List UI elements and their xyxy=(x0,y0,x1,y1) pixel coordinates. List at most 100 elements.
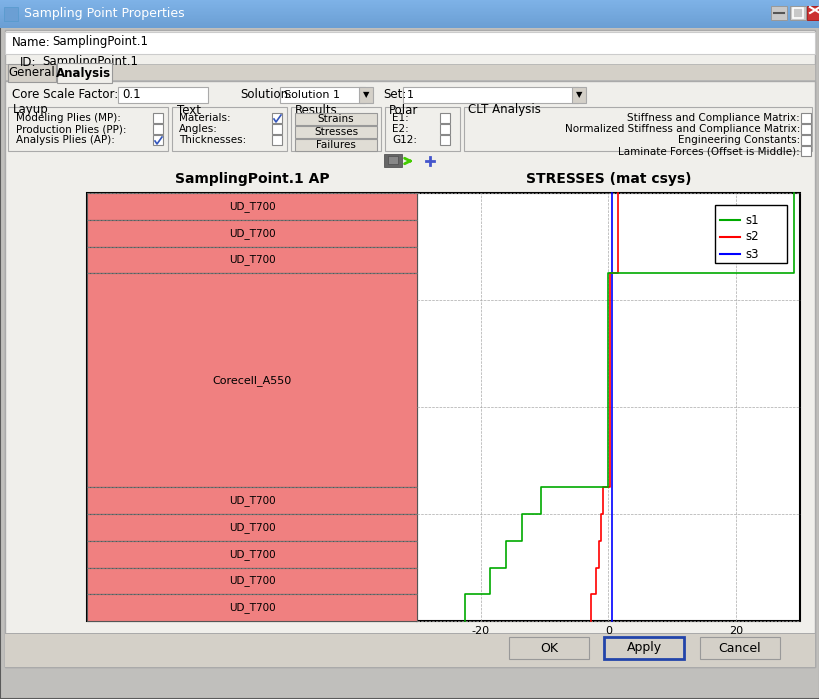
Bar xyxy=(87,193,417,219)
Text: Strains: Strains xyxy=(317,114,354,124)
Bar xyxy=(172,107,287,151)
Bar xyxy=(272,124,282,134)
Text: E1:: E1: xyxy=(391,113,408,123)
Bar xyxy=(87,541,417,568)
Bar xyxy=(153,135,163,145)
Bar xyxy=(0,11,819,12)
Bar xyxy=(699,637,779,659)
Bar xyxy=(0,2,819,3)
Bar xyxy=(440,113,450,123)
Bar xyxy=(295,139,377,151)
Text: Cancel: Cancel xyxy=(717,642,760,654)
Bar xyxy=(800,113,810,123)
Bar xyxy=(0,14,819,15)
Bar xyxy=(800,135,810,145)
Bar xyxy=(509,637,588,659)
Text: SamplingPoint.1: SamplingPoint.1 xyxy=(52,36,147,48)
Bar xyxy=(0,1,819,2)
Bar xyxy=(385,107,459,151)
Bar xyxy=(359,87,373,103)
Text: Modeling Plies (MP):: Modeling Plies (MP): xyxy=(16,113,120,123)
Text: CLT Analysis: CLT Analysis xyxy=(468,103,541,117)
Text: G12:: G12: xyxy=(391,135,417,145)
Bar xyxy=(440,124,450,134)
Text: Results: Results xyxy=(295,103,337,117)
Text: s1: s1 xyxy=(744,213,758,226)
Bar xyxy=(0,27,819,28)
Bar xyxy=(291,107,381,151)
Bar xyxy=(87,594,417,621)
Text: UD_T700: UD_T700 xyxy=(229,602,275,613)
Text: Stresses: Stresses xyxy=(314,127,358,137)
Bar xyxy=(87,273,417,487)
Bar xyxy=(5,633,814,634)
Bar xyxy=(402,87,577,103)
Bar xyxy=(0,5,819,6)
Text: Text: Text xyxy=(177,103,201,117)
Bar xyxy=(0,8,819,9)
Bar xyxy=(572,87,586,103)
Text: UD_T700: UD_T700 xyxy=(229,254,275,266)
Text: 20: 20 xyxy=(728,626,742,636)
Text: ▼: ▼ xyxy=(362,90,369,99)
Text: Angles:: Angles: xyxy=(179,124,218,134)
Bar xyxy=(0,12,819,13)
Bar xyxy=(0,17,819,18)
Bar xyxy=(0,19,819,20)
Text: 1: 1 xyxy=(406,90,414,100)
Bar xyxy=(0,9,819,10)
Text: STRESSES (mat csys): STRESSES (mat csys) xyxy=(525,172,690,186)
Bar xyxy=(0,10,819,11)
Bar xyxy=(0,15,819,16)
Text: s3: s3 xyxy=(744,247,758,261)
Bar xyxy=(0,23,819,24)
Text: UD_T700: UD_T700 xyxy=(229,201,275,212)
Text: UD_T700: UD_T700 xyxy=(229,228,275,238)
Bar xyxy=(0,20,819,21)
Text: Name:: Name: xyxy=(12,36,51,48)
Bar xyxy=(8,107,168,151)
Bar xyxy=(5,81,814,667)
Bar xyxy=(789,6,805,20)
Bar xyxy=(0,25,819,26)
Bar xyxy=(464,107,811,151)
Bar xyxy=(0,6,819,7)
Text: UD_T700: UD_T700 xyxy=(229,549,275,560)
Bar xyxy=(0,18,819,19)
Text: Polar: Polar xyxy=(388,103,418,117)
Text: Sampling Point Properties: Sampling Point Properties xyxy=(24,8,184,20)
Bar xyxy=(87,568,417,594)
Text: Apply: Apply xyxy=(626,642,661,654)
Bar xyxy=(800,124,810,134)
Text: UD_T700: UD_T700 xyxy=(229,575,275,586)
Text: General: General xyxy=(9,66,56,80)
Bar xyxy=(0,13,819,14)
Bar xyxy=(153,113,163,123)
Bar xyxy=(604,637,683,659)
Bar xyxy=(5,64,814,80)
Bar xyxy=(87,193,417,621)
Text: Analysis: Analysis xyxy=(57,66,111,80)
Bar xyxy=(0,24,819,25)
Bar xyxy=(57,63,112,83)
Text: ID:: ID: xyxy=(20,55,37,69)
Bar xyxy=(0,7,819,8)
Bar xyxy=(0,4,819,5)
Bar xyxy=(0,3,819,4)
Bar xyxy=(440,135,450,145)
Text: Thicknesses:: Thicknesses: xyxy=(179,135,246,145)
Bar xyxy=(87,487,417,514)
Bar xyxy=(0,16,819,17)
Text: SamplingPoint.1: SamplingPoint.1 xyxy=(42,55,138,69)
Bar xyxy=(417,193,799,621)
Text: Laminate Forces (Offset is Middle):: Laminate Forces (Offset is Middle): xyxy=(618,146,799,156)
Text: Core Scale Factor:: Core Scale Factor: xyxy=(12,89,118,101)
Text: Analysis Plies (AP):: Analysis Plies (AP): xyxy=(16,135,115,145)
Bar xyxy=(87,514,417,541)
Bar xyxy=(792,8,802,18)
Bar xyxy=(295,113,377,125)
Text: ▼: ▼ xyxy=(575,90,581,99)
Text: Normalized Stiffness and Compliance Matrix:: Normalized Stiffness and Compliance Matr… xyxy=(564,124,799,134)
Bar xyxy=(5,32,814,54)
Text: Failures: Failures xyxy=(315,140,355,150)
